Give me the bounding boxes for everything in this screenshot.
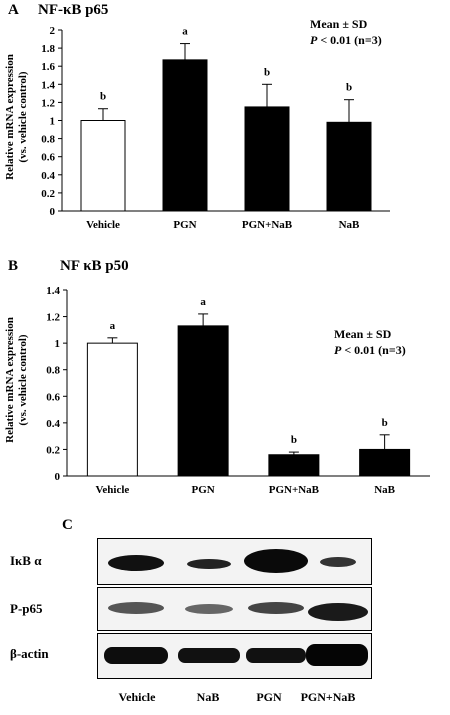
x-tick-label-b-2: PGN+NaB bbox=[269, 484, 320, 496]
y-tick-label-a-10: 2 bbox=[50, 25, 56, 37]
band-p65-pgn bbox=[248, 602, 304, 614]
blot-bands-ikb bbox=[108, 549, 356, 573]
chart-b: Relative mRNA expression (vs. vehicle co… bbox=[4, 285, 430, 496]
stat-p-rest-b: < 0.01 (n=3) bbox=[341, 343, 406, 357]
blot-strip-ikb bbox=[97, 538, 372, 585]
y-tick-label-a-0: 0 bbox=[50, 206, 56, 218]
band-actin-nab bbox=[178, 648, 240, 663]
bar-a-3 bbox=[326, 121, 372, 212]
blot-bands-p-p65 bbox=[108, 602, 368, 621]
stat-mean-sd-b: Mean ± SD bbox=[334, 327, 392, 341]
sig-letter-a-0: b bbox=[100, 91, 106, 103]
chart-a: Relative mRNA expression (vs. vehicle co… bbox=[4, 25, 390, 231]
bar-a-2 bbox=[244, 106, 290, 212]
x-tick-label-a-3: NaB bbox=[339, 219, 360, 231]
bar-b-3 bbox=[359, 448, 411, 477]
sig-letter-b-2: b bbox=[291, 434, 297, 446]
blot-label-beta-actin: β-actin bbox=[10, 646, 49, 661]
sig-letter-b-0: a bbox=[110, 320, 116, 332]
blot-strip-p-p65 bbox=[97, 587, 372, 631]
y-tick-label-b-6: 1.2 bbox=[46, 312, 60, 324]
band-p65-pgn-nab bbox=[308, 603, 368, 621]
panel-letter-c: C bbox=[62, 517, 73, 533]
panel-letter-b: B bbox=[8, 258, 19, 274]
y-tick-label-b-5: 1 bbox=[55, 338, 61, 350]
y-tick-label-a-1: 0.2 bbox=[41, 188, 55, 200]
y-tick-label-b-1: 0.2 bbox=[46, 444, 60, 456]
stat-note-b: Mean ± SD P < 0.01 (n=3) bbox=[334, 326, 406, 358]
stat-p-value-b: P < 0.01 (n=3) bbox=[334, 342, 406, 358]
sig-letter-b-3: b bbox=[382, 417, 388, 429]
lane-label-pgn-nab: PGN+NaB bbox=[300, 690, 356, 704]
blot-strip-beta-actin bbox=[97, 633, 372, 679]
stat-note-a: Mean ± SD P < 0.01 (n=3) bbox=[310, 16, 382, 48]
y-axis-label-b-line1: Relative mRNA expression bbox=[4, 317, 16, 443]
y-tick-label-a-3: 0.6 bbox=[41, 152, 55, 164]
blot-label-ikb: IκB α bbox=[10, 553, 42, 568]
stat-p-value-a: P < 0.01 (n=3) bbox=[310, 32, 382, 48]
y-tick-label-a-7: 1.4 bbox=[41, 79, 55, 91]
chart-title-a: NF-κB p65 bbox=[38, 2, 109, 18]
stat-p-symbol-a: P bbox=[310, 33, 318, 47]
bar-a-1 bbox=[162, 59, 208, 212]
bar-a-0 bbox=[80, 120, 126, 212]
x-tick-label-a-0: Vehicle bbox=[86, 219, 120, 231]
x-tick-label-b-1: PGN bbox=[192, 484, 215, 496]
band-ikb-pgn-nab bbox=[320, 557, 356, 567]
x-tick-label-a-1: PGN bbox=[173, 219, 196, 231]
band-actin-pgn bbox=[246, 648, 306, 663]
x-tick-label-b-3: NaB bbox=[374, 484, 395, 496]
sig-letter-a-2: b bbox=[264, 66, 270, 78]
band-p65-vehicle bbox=[108, 602, 164, 614]
x-tick-label-a-2: PGN+NaB bbox=[242, 219, 293, 231]
y-axis-label-b-line2: (vs. vehicle control) bbox=[17, 334, 29, 425]
y-tick-label-b-7: 1.4 bbox=[46, 285, 60, 297]
blot-label-p-p65: P-p65 bbox=[10, 601, 43, 616]
band-p65-nab bbox=[185, 604, 233, 614]
y-tick-label-b-2: 0.4 bbox=[46, 418, 60, 430]
band-ikb-nab bbox=[187, 559, 231, 569]
band-ikb-pgn bbox=[244, 549, 308, 573]
bar-b-1 bbox=[177, 325, 229, 477]
sig-letter-b-1: a bbox=[200, 296, 206, 308]
y-tick-label-a-9: 1.8 bbox=[41, 43, 55, 55]
sig-letter-a-3: b bbox=[346, 82, 352, 94]
y-tick-label-a-8: 1.6 bbox=[41, 61, 55, 73]
y-axis-label-a-line2: (vs. vehicle control) bbox=[17, 71, 29, 162]
sig-letter-a-1: a bbox=[182, 26, 188, 38]
y-tick-label-a-2: 0.4 bbox=[41, 170, 55, 182]
y-axis-label-a-line1: Relative mRNA expression bbox=[4, 54, 16, 180]
y-tick-label-b-3: 0.6 bbox=[46, 391, 60, 403]
y-tick-label-b-0: 0 bbox=[55, 471, 61, 483]
band-ikb-vehicle bbox=[108, 555, 164, 571]
band-actin-vehicle bbox=[104, 647, 168, 664]
stat-p-symbol-b: P bbox=[334, 343, 342, 357]
y-tick-label-a-5: 1 bbox=[50, 116, 56, 128]
y-tick-label-a-6: 1.2 bbox=[41, 97, 55, 109]
stat-mean-sd-a: Mean ± SD bbox=[310, 17, 368, 31]
chart-title-b: NF κB p50 bbox=[60, 258, 129, 274]
bar-b-0 bbox=[86, 342, 138, 477]
lane-label-vehicle: Vehicle bbox=[118, 690, 156, 704]
y-tick-label-b-4: 0.8 bbox=[46, 365, 60, 377]
x-tick-label-b-0: Vehicle bbox=[95, 484, 129, 496]
lane-label-pgn: PGN bbox=[256, 690, 282, 704]
blot-bands-beta-actin bbox=[104, 644, 368, 666]
bar-b-2 bbox=[268, 454, 320, 477]
y-tick-label-a-4: 0.8 bbox=[41, 134, 55, 146]
panel-letter-a: A bbox=[8, 2, 19, 18]
lane-label-nab: NaB bbox=[196, 690, 220, 704]
stat-p-rest-a: < 0.01 (n=3) bbox=[317, 33, 382, 47]
band-actin-pgn-nab bbox=[306, 644, 368, 666]
